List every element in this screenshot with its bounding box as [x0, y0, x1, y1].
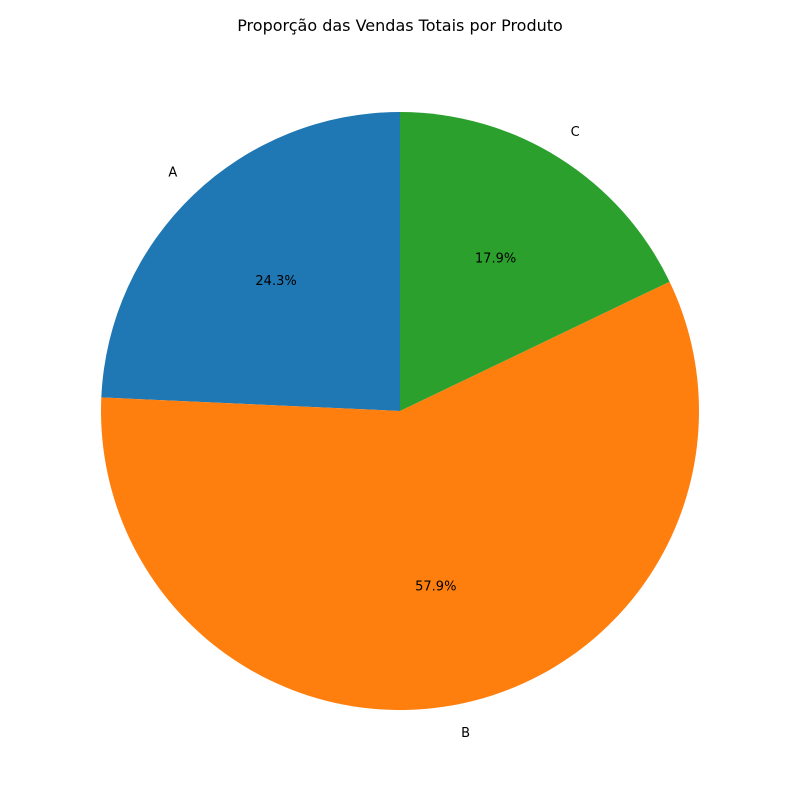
- slice-label-b: B: [461, 726, 470, 741]
- pie-slices: [101, 112, 699, 710]
- slice-label-c: C: [571, 125, 580, 140]
- pie-slice-b: [101, 281, 699, 710]
- chart-title: Proporção das Vendas Totais por Produto: [237, 16, 563, 35]
- percent-label-a: 24.3%: [255, 274, 296, 289]
- slice-label-a: A: [168, 166, 177, 181]
- percent-label-c: 17.9%: [475, 252, 516, 267]
- pie-labels: A 24.3% B 57.9% C 17.9%: [168, 125, 579, 741]
- percent-label-b: 57.9%: [415, 579, 456, 594]
- pie-slice-a: [101, 112, 400, 411]
- pie-slice-c: [400, 112, 670, 411]
